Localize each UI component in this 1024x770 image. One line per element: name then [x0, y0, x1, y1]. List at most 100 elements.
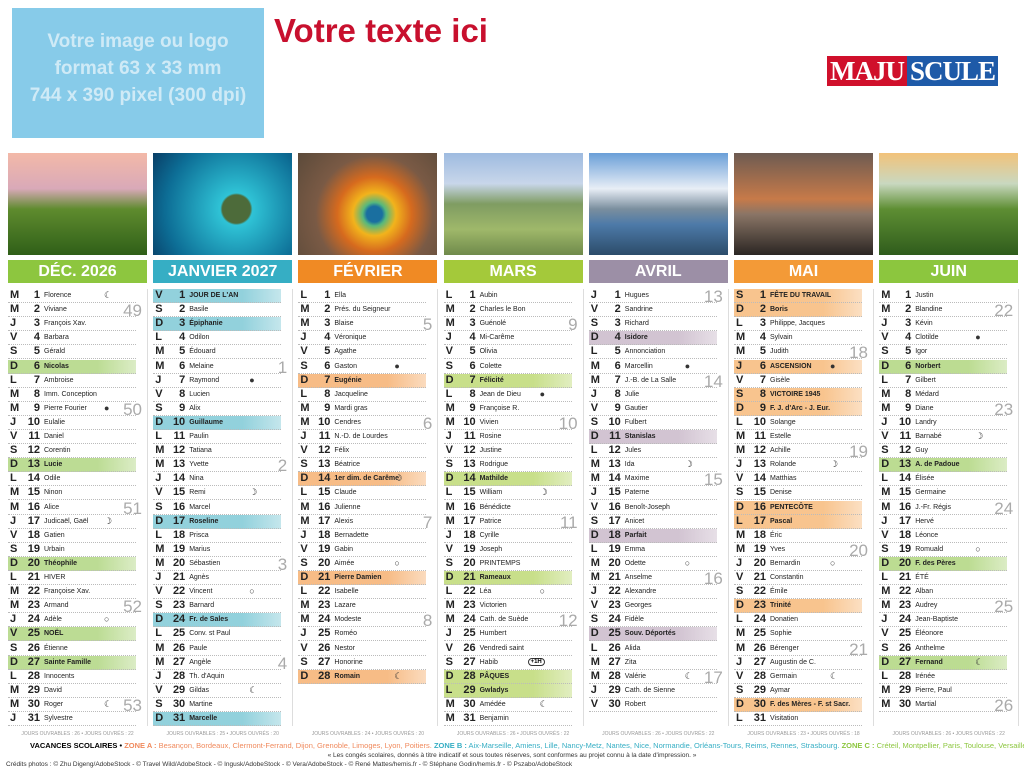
day-letter: L: [300, 289, 308, 301]
day-letter: D: [736, 401, 744, 414]
day-number: 30: [753, 697, 766, 710]
saint-name: Pierre Fourier: [44, 404, 87, 412]
day-row: D 4 Isidore: [588, 331, 717, 346]
day-row: M 31 Benjamin: [443, 712, 572, 726]
moon-phase: ☾: [394, 670, 403, 681]
saint-name: Odette: [624, 559, 646, 567]
day-letter: L: [300, 585, 308, 598]
saint-name: Gatien: [44, 531, 65, 539]
day-letter: D: [736, 697, 744, 710]
saint-name: Viviane: [44, 306, 67, 314]
day-letter: M: [736, 331, 746, 344]
day-row: V 28 Germain: [734, 670, 862, 684]
day-number: 22: [463, 585, 476, 598]
day-letter: L: [590, 444, 598, 457]
day-number: 5: [759, 345, 766, 358]
day-number: 1: [614, 289, 621, 301]
day-row: M 26 Bérenger: [734, 642, 862, 656]
day-number: 3: [33, 317, 40, 330]
day-number: 22: [753, 585, 766, 598]
saint-name: Ida: [624, 461, 635, 469]
week-number: 1: [277, 357, 288, 377]
day-number: 21: [318, 571, 331, 583]
saint-name: Ninon: [44, 489, 63, 497]
day-letter: J: [736, 556, 743, 569]
saint-name: Sylvain: [770, 334, 793, 342]
vacances: VACANCES SCOLAIRES • ZONE A : Besançon, …: [30, 741, 1024, 750]
image-placeholder[interactable]: Votre image ou logo format 63 x 33 mm 74…: [12, 8, 264, 138]
day-number: 14: [608, 472, 621, 485]
day-number: 15: [27, 486, 40, 499]
day-row: S 27 Habib: [443, 656, 572, 670]
week-number: 11: [559, 512, 578, 532]
day-letter: M: [155, 359, 165, 372]
day-row: D 7 Félicité: [443, 373, 572, 388]
day-row: S 26 Étienne: [8, 642, 136, 656]
saint-name: Julie: [624, 390, 640, 398]
saint-name: Alban: [915, 588, 934, 596]
day-number: 19: [172, 542, 186, 555]
day-letter: J: [155, 472, 162, 485]
day-number: 7: [469, 373, 476, 386]
day-row: M 10 Vivien: [443, 416, 572, 430]
day-row: S 10 Fulbert: [588, 416, 717, 430]
day-letter: M: [10, 486, 20, 499]
day-number: 20: [172, 556, 186, 569]
day-row: J 18 Cyrille: [443, 529, 572, 543]
day-letter: M: [881, 683, 891, 696]
day-letter: S: [10, 444, 18, 457]
day-row: L 25 Conv. st Paul: [153, 627, 282, 642]
saint-name: Gisèle: [770, 376, 790, 384]
day-number: 13: [172, 458, 186, 471]
day-number: 28: [608, 669, 621, 682]
saint-name: Blandine: [915, 306, 943, 314]
day-letter: S: [155, 500, 163, 513]
day-number: 8: [33, 387, 40, 400]
day-row: D 10 Guillaume: [153, 415, 282, 430]
day-letter: S: [155, 303, 163, 316]
saint-name: Vivien: [479, 418, 499, 426]
day-letter: D: [881, 458, 890, 471]
day-row: S 5 Gérald: [8, 345, 136, 360]
moon-phase: ○: [104, 614, 110, 625]
saint-name: Pierre Damien: [334, 574, 382, 581]
day-letter: M: [445, 514, 455, 527]
week-number: 5: [422, 315, 433, 335]
saint-name: Gérald: [44, 348, 66, 356]
day-number: 21: [608, 571, 621, 583]
day-row: M 2 Prés. du Seigneur: [298, 303, 427, 318]
saint-name: Robert: [624, 700, 646, 708]
day-number: 6: [324, 359, 331, 372]
saint-name: N.-D. de Lourdes: [334, 433, 388, 440]
day-number: 18: [753, 528, 766, 541]
day-letter: V: [445, 641, 453, 654]
day-row: S 12 Guy: [879, 444, 1008, 459]
day-number: 23: [463, 599, 476, 612]
day-row: S 23 Barnard: [153, 599, 282, 614]
saint-name: Roger: [44, 700, 64, 708]
day-number: 4: [614, 331, 621, 344]
saint-name: Gildas: [189, 686, 210, 694]
saint-name: Estelle: [770, 433, 792, 440]
title[interactable]: Votre texte ici: [274, 12, 488, 49]
day-number: 20: [753, 556, 766, 569]
saint-name: Rosine: [479, 433, 502, 440]
week-number: 13: [703, 287, 723, 306]
day-number: 8: [324, 387, 331, 400]
day-row: M 16 Julienne: [298, 501, 427, 515]
day-number: 3: [614, 317, 621, 330]
day-number: 4: [179, 331, 186, 344]
day-row: S 13 Rodrigue: [443, 458, 572, 473]
day-number: 24: [898, 613, 912, 626]
day-number: 18: [27, 528, 40, 541]
saint-name: Benjamin: [479, 715, 509, 722]
day-row: M 1 Justin: [879, 289, 1008, 303]
day-row: M 15 Germaine: [879, 486, 1008, 501]
month-footer: JOURS OUVRABLES : 24 • JOURS OUVRÉS : 20: [311, 731, 425, 737]
moon-phase: ○: [539, 586, 546, 597]
day-row: S 20 PRINTEMPS: [443, 557, 572, 571]
saint-name: Alexandre: [624, 588, 657, 596]
day-number: 24: [172, 613, 186, 626]
day-number: 10: [753, 415, 766, 428]
saint-name: Barnabé: [915, 433, 942, 440]
